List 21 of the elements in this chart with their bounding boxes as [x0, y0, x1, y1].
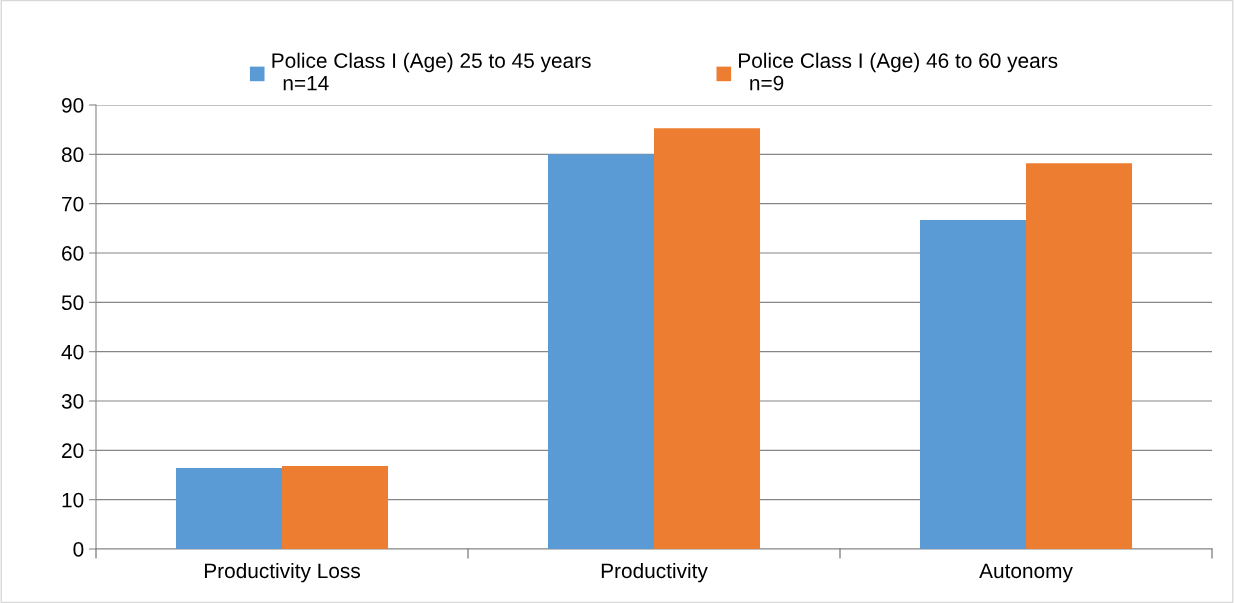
- x-tick-label: Productivity Loss: [204, 562, 360, 583]
- y-tick-label: 80: [61, 147, 84, 163]
- y-tick-label: 20: [62, 443, 84, 459]
- y-tick-label: 40: [61, 344, 84, 360]
- bar: [547, 154, 654, 549]
- y-tick-label: 10: [62, 492, 84, 508]
- y-tick-label: 50: [61, 295, 84, 311]
- legend-label: Police Class I (Age) 46 to 60 years n=9: [739, 52, 1058, 91]
- y-tick-label: 0: [73, 542, 84, 557]
- y-tick-label: 30: [61, 394, 84, 409]
- y-tick-label: 60: [62, 246, 84, 261]
- bar: [654, 128, 761, 549]
- bar: [175, 468, 282, 549]
- y-tick-label: 70: [62, 196, 84, 212]
- bar: [919, 219, 1026, 549]
- bar: [1026, 163, 1133, 549]
- bar: [282, 466, 389, 549]
- y-tick-label: 90: [62, 98, 84, 113]
- legend-label: Police Class I (Age) 25 to 45 years n=14: [272, 52, 591, 91]
- x-tick-label: Autonomy: [979, 563, 1073, 583]
- x-tick-label: Productivity: [601, 562, 708, 583]
